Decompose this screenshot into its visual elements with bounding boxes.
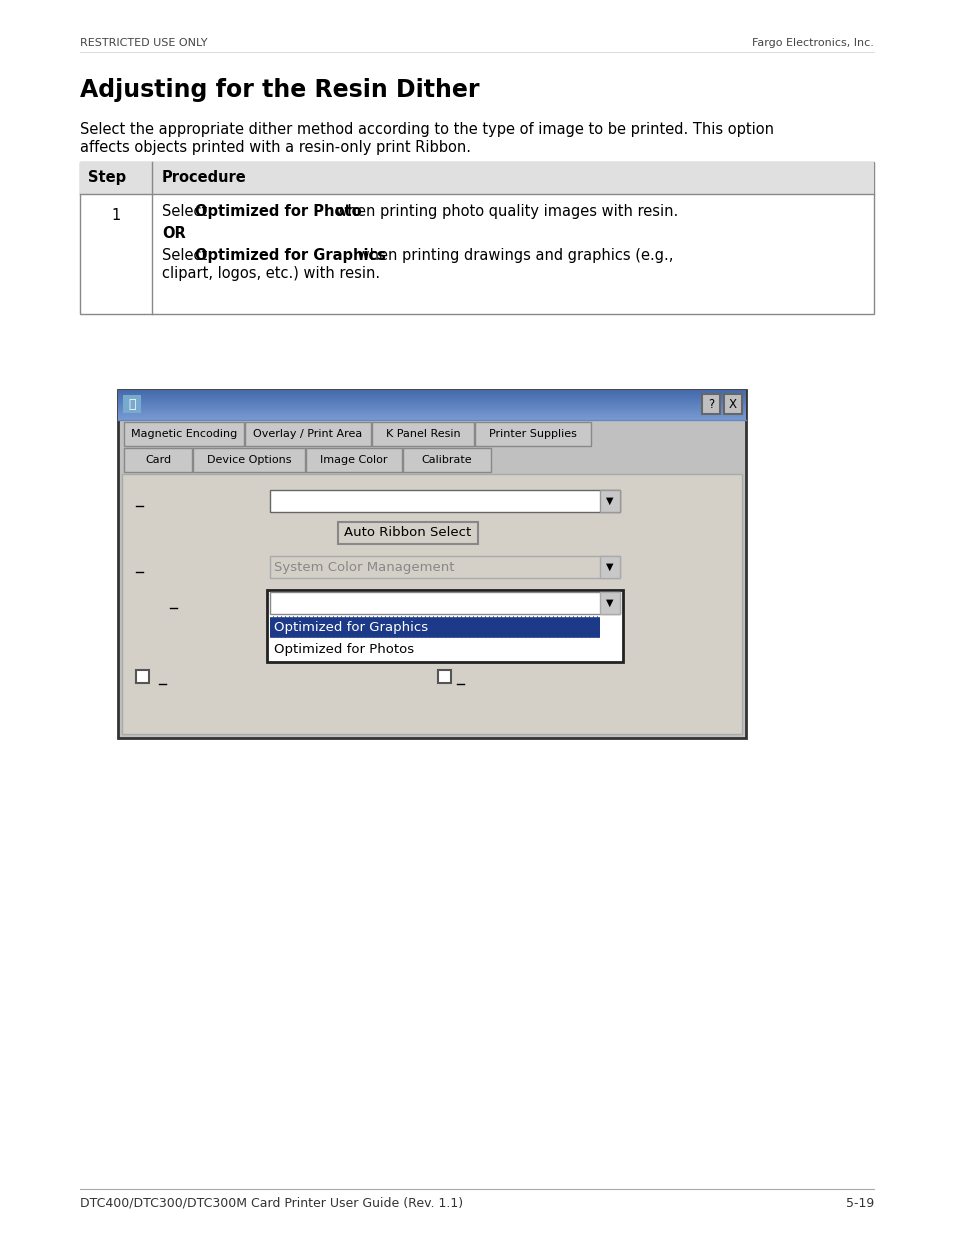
Bar: [599, 592, 619, 614]
Text: Step: Step: [88, 170, 126, 185]
Bar: [701, 394, 720, 414]
Text: Overlay / Print Area: Overlay / Print Area: [253, 429, 362, 438]
Bar: [599, 556, 619, 578]
Text: 🖨: 🖨: [128, 398, 135, 410]
Bar: [372, 422, 474, 446]
Text: when printing photo quality images with resin.: when printing photo quality images with …: [331, 204, 678, 219]
Text: ?: ?: [707, 398, 714, 410]
Bar: [122, 474, 741, 734]
Text: Printer Supplies: Printer Supplies: [489, 429, 577, 438]
Text: Optimized for Graphics: Optimized for Graphics: [274, 620, 428, 634]
Bar: [306, 448, 401, 472]
Bar: [124, 448, 192, 472]
Text: Select: Select: [162, 204, 212, 219]
Text: X: X: [728, 398, 737, 410]
Text: Calibrate: Calibrate: [421, 454, 472, 466]
Bar: [270, 592, 619, 614]
Text: when printing drawings and graphics (e.g.,: when printing drawings and graphics (e.g…: [353, 248, 673, 263]
Text: 5-19: 5-19: [845, 1197, 873, 1210]
Text: Color Matching: Color Matching: [136, 559, 236, 572]
Bar: [267, 590, 622, 662]
Text: Optimized for Photo: Optimized for Photo: [194, 204, 361, 219]
Text: Rotate Image 180 Degrees: Rotate Image 180 Degrees: [153, 671, 333, 684]
Text: Ribbon Type: Ribbon Type: [136, 493, 217, 506]
Bar: [193, 448, 305, 472]
Text: Resin Dither: Resin Dither: [136, 595, 217, 608]
Text: Device Options: Device Options: [207, 454, 291, 466]
Text: Card: Card: [145, 454, 171, 466]
Text: Select: Select: [162, 248, 212, 263]
Text: Auto Ribbon Select: Auto Ribbon Select: [344, 526, 471, 540]
Text: RESTRICTED USE ONLY: RESTRICTED USE ONLY: [80, 38, 208, 48]
Bar: [136, 671, 149, 683]
Text: System Color Management: System Color Management: [274, 561, 454, 573]
Text: Image Color: Image Color: [320, 454, 387, 466]
Bar: [270, 616, 599, 638]
Text: Optimized for Graphics: Optimized for Graphics: [274, 597, 428, 609]
Text: ▼: ▼: [605, 562, 613, 572]
Bar: [270, 490, 619, 513]
Text: Optimized for Graphics: Optimized for Graphics: [194, 248, 385, 263]
Text: 1: 1: [112, 207, 120, 224]
Text: Magnetic Encoding: Magnetic Encoding: [131, 429, 237, 438]
Bar: [80, 162, 873, 314]
Text: K Panel Resin: K Panel Resin: [385, 429, 460, 438]
Text: Optimized for Photos: Optimized for Photos: [274, 642, 414, 656]
Text: Disable Printing: Disable Printing: [456, 671, 560, 684]
Bar: [270, 638, 599, 659]
Bar: [437, 671, 451, 683]
Bar: [123, 395, 141, 412]
Text: clipart, logos, etc.) with resin.: clipart, logos, etc.) with resin.: [162, 266, 379, 282]
Text: DTC400/DTC300/DTC300M Card Printer User Guide (Rev. 1.1): DTC400/DTC300/DTC300M Card Printer User …: [80, 1197, 462, 1210]
Bar: [118, 390, 745, 739]
Text: ▼: ▼: [605, 496, 613, 506]
Text: Select the appropriate dither method according to the type of image to be printe: Select the appropriate dither method acc…: [80, 122, 773, 137]
Bar: [124, 422, 244, 446]
Text: Procedure: Procedure: [162, 170, 247, 185]
Bar: [270, 556, 619, 578]
Text: K - Standard Resin: K - Standard Resin: [274, 494, 396, 508]
Bar: [245, 422, 371, 446]
Bar: [80, 162, 873, 194]
Bar: [475, 422, 590, 446]
Bar: [337, 522, 477, 543]
Bar: [599, 490, 619, 513]
Text: OR: OR: [162, 226, 186, 241]
Text: ▼: ▼: [605, 598, 613, 608]
Bar: [723, 394, 741, 414]
Text: affects objects printed with a resin-only print Ribbon.: affects objects printed with a resin-onl…: [80, 140, 471, 156]
Bar: [402, 448, 491, 472]
Text: Adjusting for the Resin Dither: Adjusting for the Resin Dither: [80, 78, 479, 103]
Text: Fargo Electronics, Inc.: Fargo Electronics, Inc.: [751, 38, 873, 48]
Text: DTC300 Card Printer Printing Preferences: DTC300 Card Printer Printing Preferences: [146, 396, 492, 412]
